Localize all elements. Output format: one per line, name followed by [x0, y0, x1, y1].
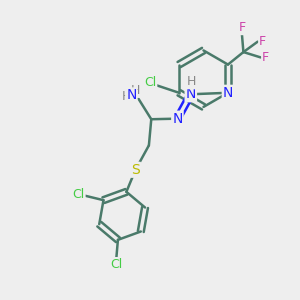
Text: S: S — [131, 163, 140, 177]
Text: H: H — [187, 75, 196, 88]
Text: F: F — [238, 21, 245, 34]
Text: H: H — [122, 90, 131, 103]
Text: Cl: Cl — [72, 188, 85, 201]
Text: F: F — [259, 35, 266, 48]
Text: Cl: Cl — [144, 76, 156, 89]
Text: Cl: Cl — [110, 258, 122, 271]
Text: N: N — [172, 112, 183, 126]
Text: N: N — [186, 87, 196, 101]
Text: H: H — [131, 84, 140, 97]
Text: N: N — [223, 86, 233, 100]
Text: F: F — [262, 51, 269, 64]
Text: N: N — [126, 88, 136, 103]
